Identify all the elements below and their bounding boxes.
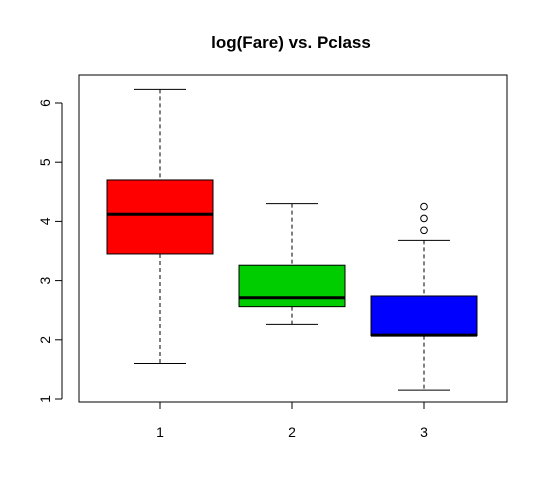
x-axis: 1 2 3	[156, 401, 428, 440]
outlier-point	[420, 214, 428, 223]
y-tick-label: 2	[37, 336, 53, 344]
chart-title: log(Fare) vs. Pclass	[211, 33, 371, 52]
x-tick-label: 3	[420, 424, 428, 440]
box-group-class-2	[238, 203, 346, 325]
iqr-box	[238, 264, 346, 308]
box-group-class-3	[370, 202, 478, 391]
y-tick-label: 6	[37, 99, 53, 107]
y-tick-label: 3	[37, 276, 53, 284]
box-plots	[106, 88, 478, 391]
iqr-box	[106, 179, 214, 255]
y-tick-label: 4	[37, 217, 53, 225]
outlier-point	[420, 226, 428, 235]
iqr-box	[370, 295, 478, 337]
x-tick-label: 2	[288, 424, 296, 440]
y-axis: 1 2 3 4 5 6	[37, 99, 63, 403]
box-group-class-1	[106, 88, 214, 364]
y-tick-label: 5	[37, 158, 53, 166]
outlier-point	[420, 202, 428, 211]
y-tick-label: 1	[37, 395, 53, 403]
x-tick-label: 1	[156, 424, 164, 440]
